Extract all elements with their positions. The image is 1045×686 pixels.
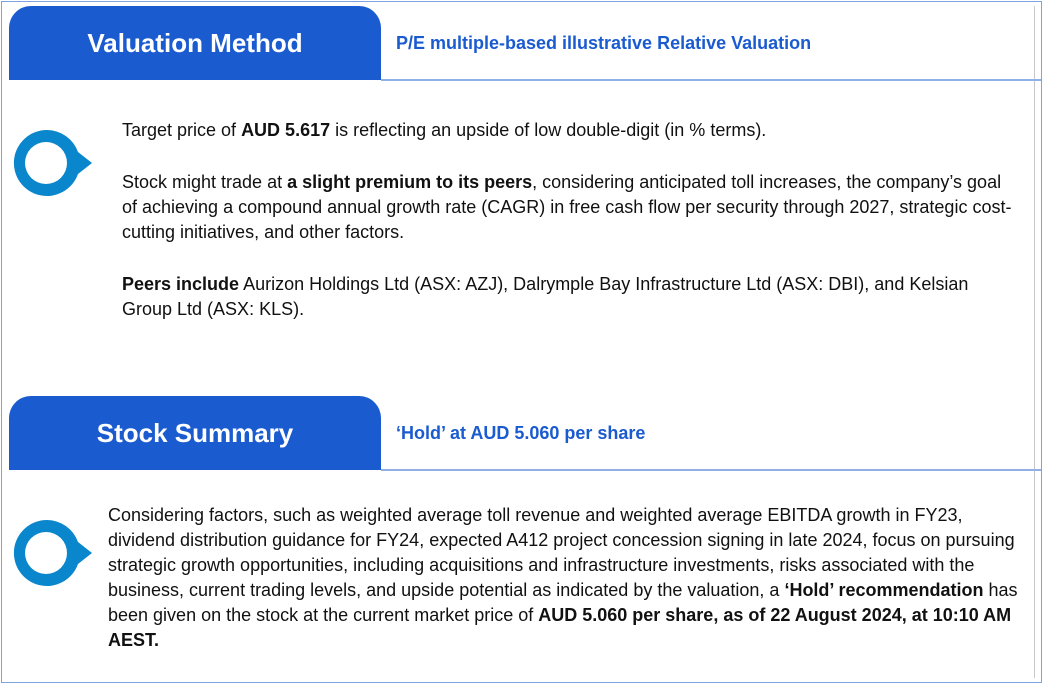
target-price-paragraph: Target price of AUD 5.617 is reflecting … bbox=[122, 120, 767, 140]
stock-summary-tab: Stock Summary bbox=[9, 396, 381, 470]
summary-paragraph: Considering factors, such as weighted av… bbox=[108, 505, 1018, 650]
valuation-body: Target price of AUD 5.617 is reflecting … bbox=[122, 118, 1012, 349]
valuation-subtitle: P/E multiple-based illustrative Relative… bbox=[396, 33, 812, 53]
section-title: Stock Summary bbox=[96, 417, 294, 448]
peers-paragraph: Peers include Aurizon Holdings Ltd (ASX:… bbox=[122, 274, 969, 319]
section-title: Valuation Method bbox=[87, 27, 303, 58]
premium-paragraph: Stock might trade at a slight premium to… bbox=[122, 172, 1012, 242]
divider bbox=[381, 469, 1041, 471]
summary-body: Considering factors, such as weighted av… bbox=[108, 503, 1033, 680]
pin-circle-icon bbox=[13, 129, 93, 196]
pin-circle-icon bbox=[13, 519, 93, 586]
divider bbox=[381, 79, 1041, 81]
summary-subtitle: ‘Hold’ at AUD 5.060 per share bbox=[396, 423, 646, 443]
valuation-method-tab: Valuation Method bbox=[9, 6, 381, 80]
